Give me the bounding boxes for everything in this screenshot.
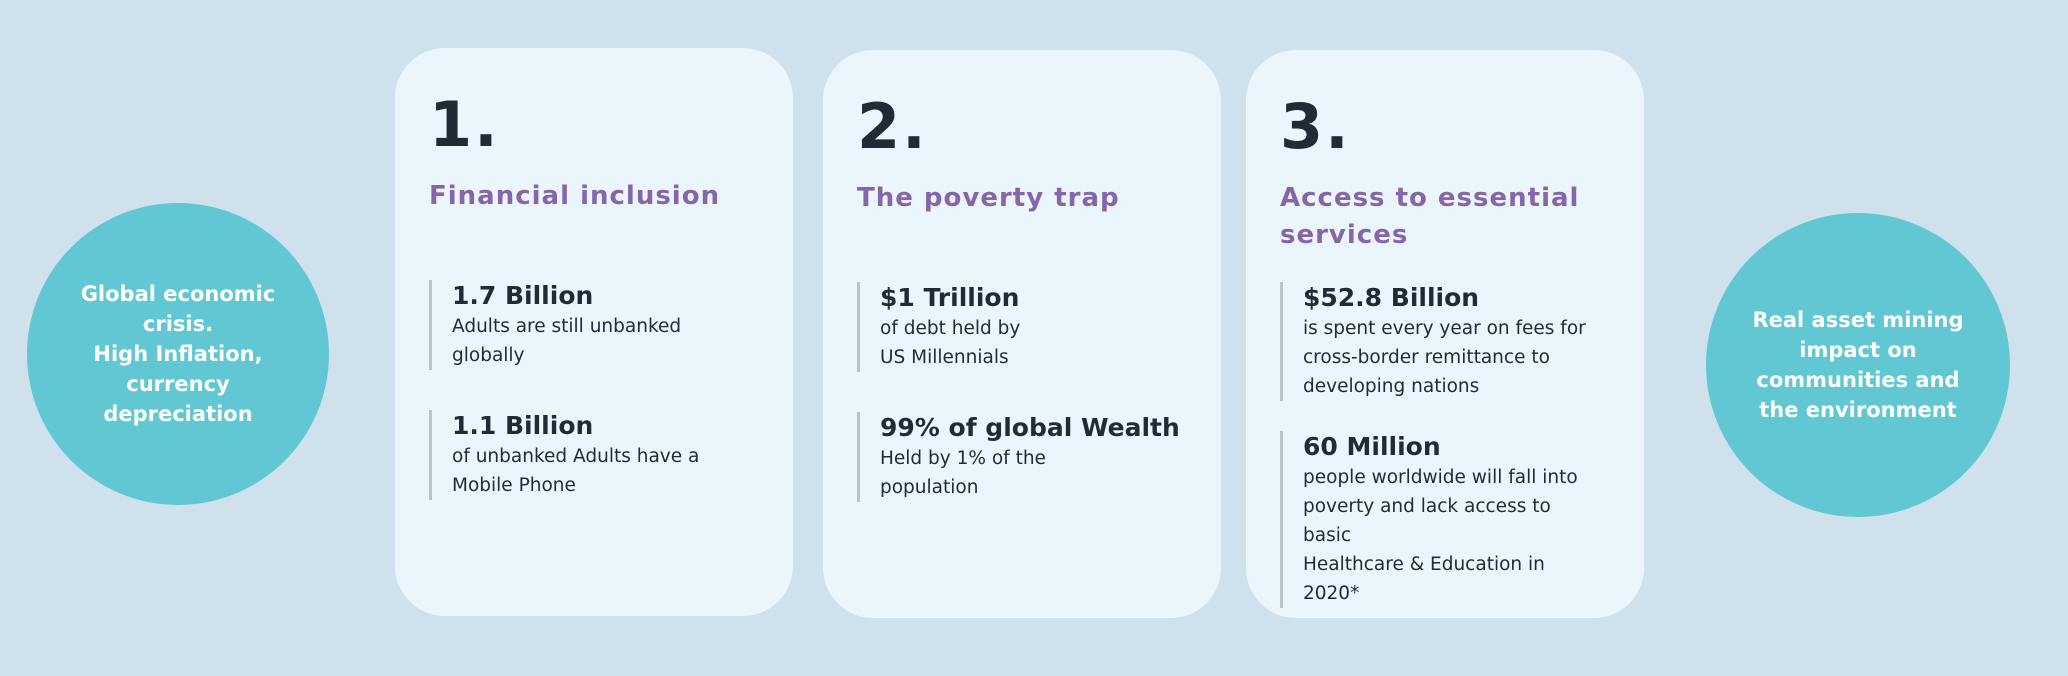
stat-desc: Adults are still unbanked globally: [452, 316, 682, 366]
stat-value: $52.8 Billion: [1303, 283, 1480, 312]
card-number: 2.: [857, 90, 928, 163]
stat-value: 60 Million: [1303, 432, 1441, 461]
stat-block: 1.1 Billion of unbanked Adults have a Mob…: [429, 410, 753, 500]
card-title: Financial inclusion: [429, 181, 721, 211]
stat-desc: Held by 1% of the population: [880, 448, 1046, 498]
stat-desc: of unbanked Adults have a Mobile Phone: [452, 446, 700, 496]
global-crisis-text: Global economic crisis. High Inflation, …: [80, 282, 276, 426]
mining-impact-circle: Real asset mining impact on communities …: [1706, 213, 2010, 517]
stat-block: $1 Trillion of debt held by US Millennial…: [857, 282, 1181, 372]
card-financial-inclusion: 1. Financial inclusion 1.7 Billion Adults…: [395, 48, 793, 616]
stat-value: 99% of global Wealth: [880, 413, 1180, 442]
stat-desc: people worldwide will fall into poverty …: [1303, 467, 1578, 604]
card-title: Access to essential services: [1280, 183, 1580, 250]
global-crisis-circle: Global economic crisis. High Inflation, …: [27, 203, 329, 505]
stat-block: 1.7 Billion Adults are still unbanked glo…: [429, 280, 753, 370]
stat-value: $1 Trillion: [880, 283, 1020, 312]
stat-block: $52.8 Billion is spent every year on fees…: [1280, 282, 1604, 401]
card-poverty-trap: 2. The poverty trap $1 Trillion of debt h…: [823, 50, 1221, 618]
card-number: 3.: [1280, 90, 1351, 163]
card-essential-services: 3. Access to essential services $52.8 Bi…: [1246, 50, 1644, 618]
stat-desc: is spent every year on fees for cross-bo…: [1303, 318, 1586, 397]
card-number: 1.: [429, 88, 500, 161]
card-title: The poverty trap: [857, 183, 1120, 213]
stat-value: 1.1 Billion: [452, 411, 594, 440]
stat-block: 99% of global Wealth Held by 1% of the po…: [857, 412, 1181, 502]
stat-block: 60 Million people worldwide will fall int…: [1280, 431, 1604, 608]
mining-impact-text: Real asset mining impact on communities …: [1752, 308, 1964, 422]
stat-value: 1.7 Billion: [452, 281, 594, 310]
stat-desc: of debt held by US Millennials: [880, 318, 1021, 368]
